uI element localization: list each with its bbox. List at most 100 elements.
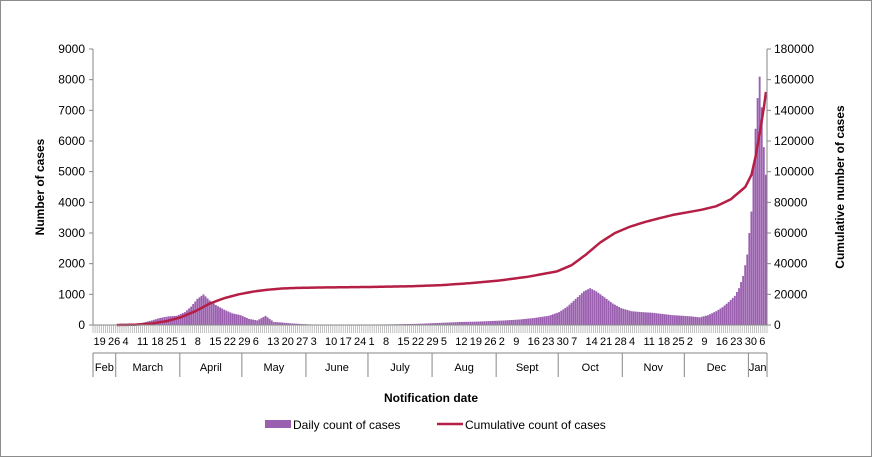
y2-tick-label: 120000: [774, 134, 814, 148]
x-day-label: 22: [412, 336, 424, 348]
x-day-label: 25: [672, 336, 684, 348]
daily-bar: [705, 316, 707, 325]
daily-bar: [581, 293, 583, 325]
x-day-label: 4: [629, 336, 635, 348]
daily-bar: [744, 265, 746, 325]
daily-bar: [535, 318, 537, 325]
x-day-label: 10: [325, 336, 337, 348]
daily-bar: [608, 300, 610, 325]
daily-bar: [201, 296, 203, 325]
daily-bar: [571, 303, 573, 325]
daily-bar: [548, 316, 550, 325]
daily-bar: [624, 309, 626, 325]
month-label: Sept: [516, 362, 539, 374]
daily-bar: [595, 291, 597, 325]
daily-bar: [182, 313, 184, 325]
y-tick-label: 0: [78, 318, 85, 332]
x-day-label: 24: [354, 336, 366, 348]
legend: Daily count of cases Cumulative count of…: [265, 418, 606, 432]
daily-bar: [242, 316, 244, 325]
x-day-label: 1: [368, 336, 374, 348]
daily-bar: [616, 306, 618, 325]
daily-bar: [513, 320, 515, 325]
x-day-label: 11: [137, 336, 148, 348]
daily-bar: [763, 147, 765, 325]
daily-bar: [254, 320, 256, 325]
x-day-label: 19: [94, 336, 106, 348]
daily-bar: [713, 312, 715, 325]
daily-bar: [757, 98, 759, 325]
x-day-label: 2: [687, 336, 693, 348]
daily-bar: [639, 312, 641, 325]
daily-bar: [213, 304, 215, 325]
legend-label-daily: Daily count of cases: [293, 418, 400, 432]
daily-bar: [186, 310, 188, 325]
x-day-label: 8: [195, 336, 201, 348]
x-day-label: 12: [455, 336, 467, 348]
daily-bar: [701, 317, 703, 325]
daily-bar: [498, 321, 500, 325]
daily-bar: [715, 311, 717, 325]
month-label: June: [325, 362, 349, 374]
daily-bar: [475, 322, 477, 325]
daily-bar: [531, 318, 533, 325]
x-day-label: 30: [745, 336, 757, 348]
daily-bar: [653, 313, 655, 325]
daily-bar: [174, 316, 176, 325]
daily-bar: [271, 320, 273, 325]
daily-bar: [238, 315, 240, 325]
daily-bar: [205, 296, 207, 325]
daily-bar: [564, 308, 566, 325]
daily-bar: [730, 300, 732, 325]
daily-bar: [643, 312, 645, 325]
daily-bar: [655, 313, 657, 325]
x-day-label: 20: [282, 336, 294, 348]
daily-bar: [709, 314, 711, 325]
y-tick-label: 2000: [58, 257, 85, 271]
daily-bar: [610, 302, 612, 325]
y2-tick-label: 40000: [774, 257, 808, 271]
y-tick-label: 1000: [58, 287, 85, 301]
daily-bar: [688, 316, 690, 325]
daily-bar: [500, 321, 502, 325]
y2-tick-label: 0: [774, 318, 781, 332]
daily-bar: [494, 321, 496, 325]
x-day-label: 15: [209, 336, 221, 348]
x-day-label: 25: [166, 336, 178, 348]
legend-label-cumulative: Cumulative count of cases: [465, 418, 606, 432]
daily-bar: [728, 302, 730, 325]
x-day-label: 23: [730, 336, 742, 348]
daily-bar: [234, 314, 236, 325]
daily-bar: [556, 313, 558, 325]
daily-bar: [649, 313, 651, 325]
right-axis-ticks: 0200004000060000800001000001200001400001…: [767, 42, 814, 332]
daily-bar: [753, 166, 755, 325]
x-day-label: 9: [701, 336, 707, 348]
daily-bar: [676, 315, 678, 325]
daily-bar: [635, 312, 637, 325]
x-day-label: 28: [615, 336, 627, 348]
daily-bar: [726, 304, 728, 325]
daily-bar: [207, 298, 209, 325]
daily-bar: [719, 309, 721, 325]
daily-bar: [552, 314, 554, 325]
y-tick-label: 5000: [58, 165, 85, 179]
daily-bar: [525, 319, 527, 325]
daily-bar: [666, 314, 668, 325]
daily-bar: [620, 308, 622, 325]
daily-bar: [558, 312, 560, 325]
daily-bar: [736, 292, 738, 325]
daily-bar: [496, 321, 498, 325]
daily-bar: [612, 304, 614, 325]
daily-bar: [664, 314, 666, 325]
daily-bar: [722, 307, 724, 325]
daily-bar: [569, 305, 571, 325]
daily-bar: [651, 313, 653, 325]
month-label: April: [200, 362, 222, 374]
bar-series-daily: [118, 77, 767, 325]
daily-bar: [602, 296, 604, 325]
daily-bar: [585, 290, 587, 325]
y2-tick-label: 160000: [774, 73, 814, 87]
daily-bar: [748, 233, 750, 325]
